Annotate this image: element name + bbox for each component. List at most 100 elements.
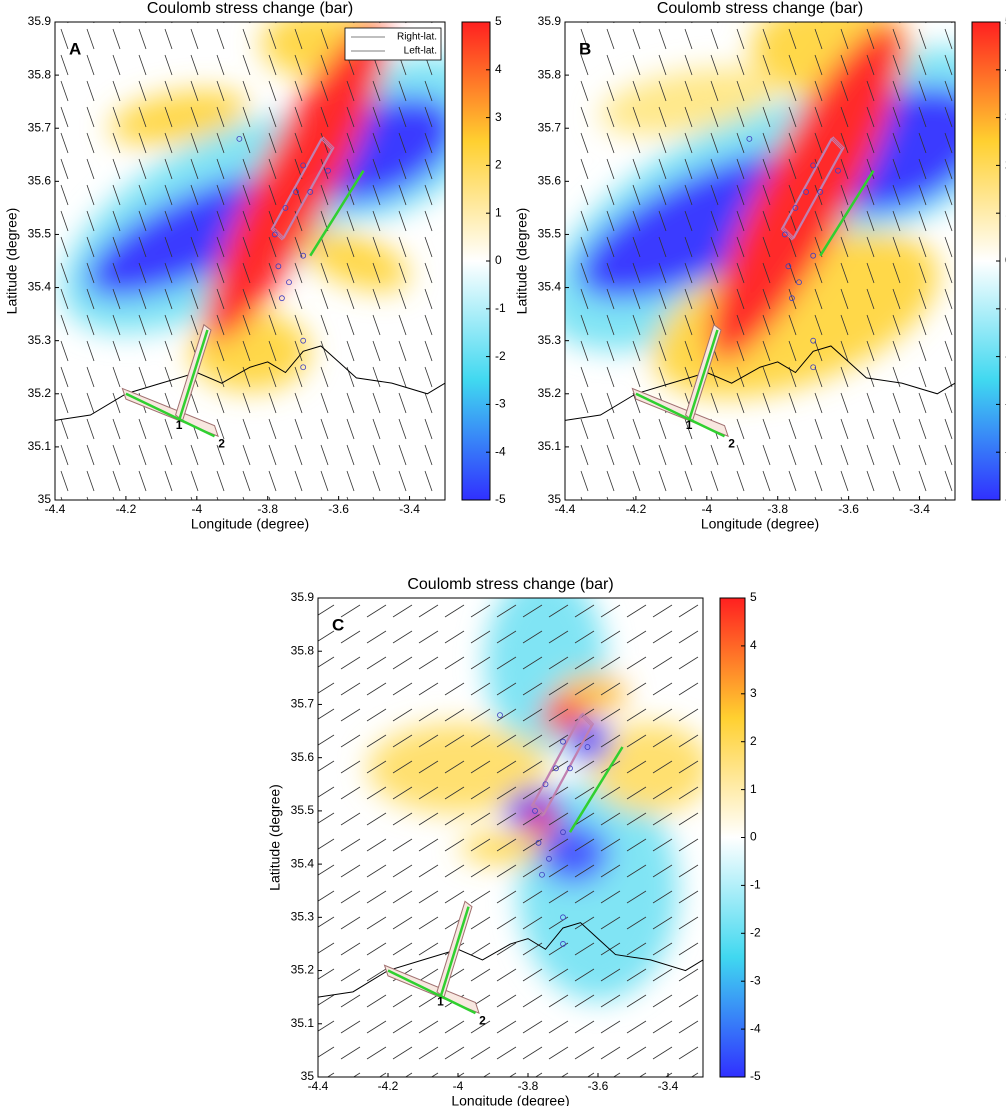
aftershock — [532, 807, 538, 814]
fault-trace — [125, 392, 216, 438]
fault-label: 1 — [176, 418, 183, 432]
colorbar-tick-label: -2 — [750, 925, 761, 939]
aftershock — [584, 744, 591, 750]
aftershock — [810, 364, 817, 371]
fault-label: 2 — [218, 436, 225, 450]
x-tick-label: -3.8 — [767, 502, 788, 516]
y-tick-label: 35 — [548, 492, 562, 506]
colorbar-tick-label: -5 — [495, 492, 506, 506]
panel: 1 2 A Coulomb stress change (bar) Longitude … — [4, 0, 506, 532]
aftershock — [271, 231, 278, 238]
colorbar-tick-label: 2 — [495, 158, 502, 172]
aftershock — [236, 135, 243, 142]
colorbar-tick-label: 3 — [750, 686, 757, 700]
aftershock — [275, 263, 282, 270]
y-tick-label: 35.6 — [538, 174, 562, 188]
y-tick-label: 35.2 — [28, 386, 52, 400]
chart-title: Coulomb stress change (bar) — [657, 0, 863, 17]
aftershock — [810, 162, 817, 169]
x-tick-label: -3.4 — [909, 502, 930, 516]
y-tick-label: 35.7 — [538, 120, 562, 134]
x-tick-label: -4.4 — [308, 1079, 329, 1093]
y-tick-label: 35.4 — [28, 280, 52, 294]
aftershock — [810, 252, 817, 259]
fault-label: 2 — [728, 436, 735, 450]
colorbar-tick-label: 1 — [495, 205, 502, 219]
aftershock — [560, 829, 566, 836]
y-tick-label: 35.3 — [28, 333, 52, 347]
y-tick-label: 35.3 — [538, 333, 562, 347]
aftershock — [560, 914, 566, 921]
aftershock — [803, 189, 809, 195]
aftershock — [293, 189, 299, 195]
aftershock — [817, 189, 824, 195]
fault-plane — [271, 137, 334, 240]
aftershock — [279, 295, 285, 302]
panel-label: A — [69, 39, 81, 58]
x-tick-label: -4.4 — [45, 502, 66, 516]
x-axis-label: Longitude (degree) — [701, 516, 819, 532]
aftershock — [535, 839, 542, 846]
fault-trace — [439, 906, 470, 998]
x-tick-label: -4.2 — [378, 1079, 399, 1093]
stress-field — [55, 22, 445, 500]
slip-hatching — [565, 22, 955, 500]
x-tick-label: -4.2 — [626, 502, 647, 516]
panel-label: B — [579, 39, 591, 58]
colorbar-tick-label: -3 — [750, 973, 761, 987]
y-axis-label: Latitude (degree) — [267, 784, 283, 891]
aftershock — [300, 364, 307, 371]
colorbar-tick-label: -1 — [750, 878, 761, 892]
colorbar-tick-label: 3 — [495, 110, 502, 124]
colorbar-tick-label: 2 — [750, 734, 757, 748]
aftershock — [746, 135, 753, 142]
aftershock — [835, 167, 841, 174]
panel: 1 2 B Coulomb stress change (bar) Longitude … — [514, 0, 1006, 532]
aftershock — [300, 252, 307, 259]
y-tick-label: 35.6 — [28, 174, 52, 188]
plot-frame — [54, 21, 446, 501]
fault-plane — [781, 137, 844, 240]
legend-box — [344, 27, 442, 61]
colorbar-tick-label: -1 — [495, 301, 506, 315]
panel: 1 2 C Coulomb stress change (bar) Longitude … — [267, 576, 761, 1106]
y-tick-label: 35.2 — [538, 386, 562, 400]
x-axis-label: Longitude (degree) — [191, 516, 309, 532]
colorbar — [971, 21, 1001, 501]
colorbar-tick-label: 5 — [495, 14, 502, 28]
colorbar-tick-label: 5 — [750, 590, 757, 604]
x-tick-label: -3.4 — [658, 1079, 679, 1093]
x-tick-label: -3.6 — [328, 502, 349, 516]
y-tick-label: 35.5 — [538, 227, 562, 241]
x-tick-label: -3.6 — [588, 1079, 609, 1093]
fault-plane — [270, 138, 333, 241]
x-axis-label: Longitude (degree) — [451, 1093, 569, 1106]
y-tick-label: 35 — [38, 492, 52, 506]
y-tick-label: 35.5 — [28, 227, 52, 241]
colorbar-tick-label: -4 — [495, 444, 506, 458]
fault-plane — [532, 713, 593, 817]
colorbar — [461, 21, 491, 501]
y-tick-label: 35.4 — [291, 856, 315, 870]
colorbar-tick-label: -4 — [750, 1021, 761, 1035]
fault-trace — [177, 329, 209, 421]
colorbar-tick-label: 1 — [750, 782, 757, 796]
stress-field — [565, 22, 955, 500]
aftershock — [560, 738, 566, 745]
fault-trace — [568, 746, 624, 833]
y-axis-label: Latitude (degree) — [514, 208, 530, 315]
slip-hatching — [318, 598, 703, 1077]
y-tick-label: 35.2 — [291, 963, 315, 977]
aftershock — [567, 765, 573, 772]
legend-label: Left-lat. — [404, 46, 437, 57]
aftershock — [300, 337, 307, 344]
coastline — [565, 345, 955, 421]
fault-trace — [309, 170, 365, 257]
x-tick-label: -4 — [701, 502, 712, 516]
aftershock — [307, 189, 314, 195]
fault-label: 2 — [479, 1013, 486, 1027]
panel-label: C — [332, 615, 344, 634]
aftershock — [789, 295, 795, 302]
aftershock — [810, 337, 817, 344]
